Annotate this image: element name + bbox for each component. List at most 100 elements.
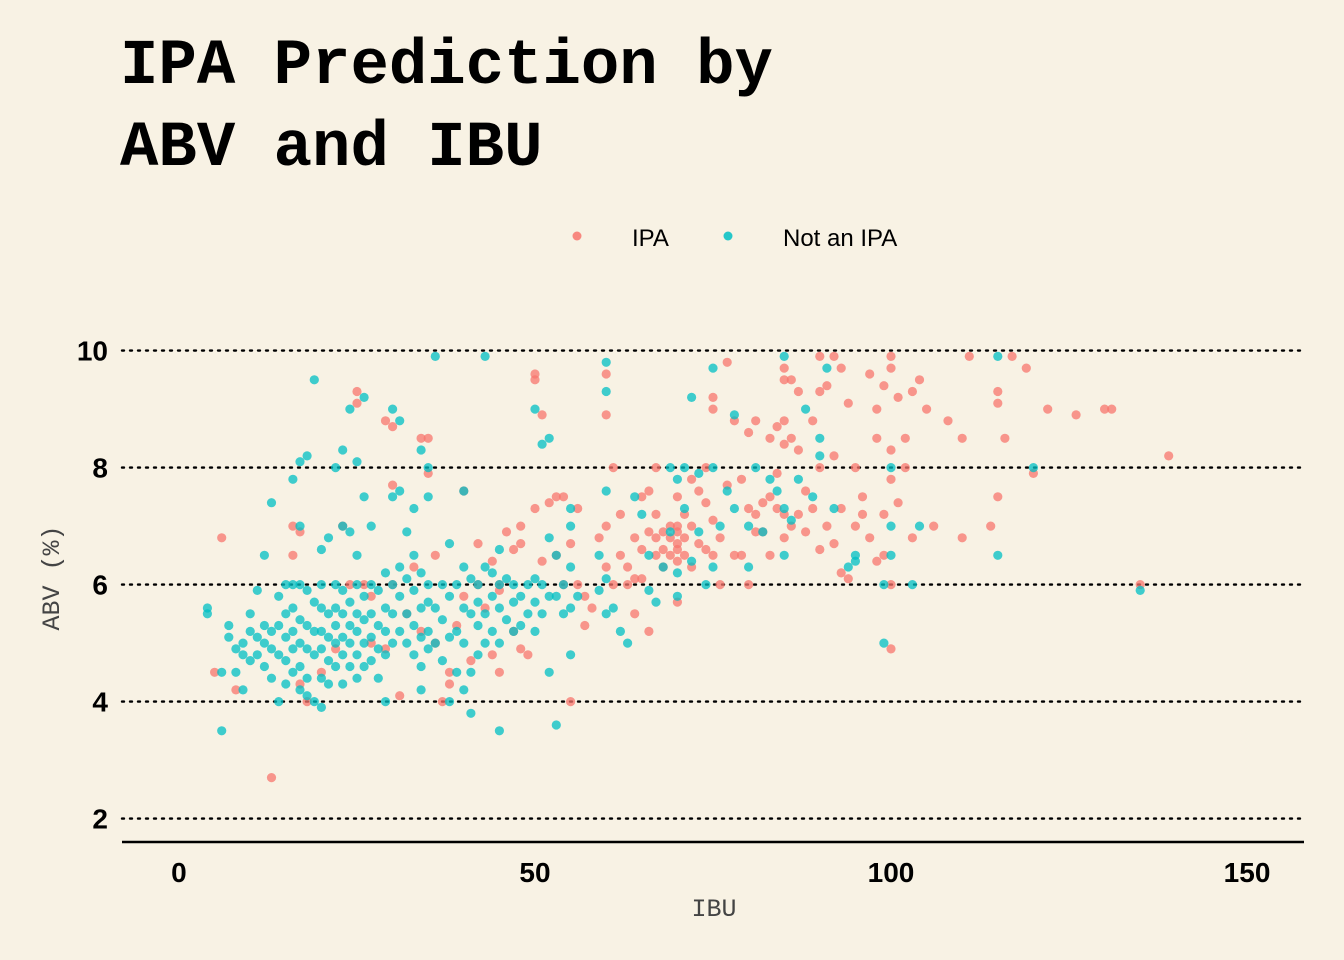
point-not-ipa-161 [459, 562, 469, 572]
point-not-ipa-182 [494, 603, 504, 613]
point-ipa-160 [808, 503, 818, 514]
point-not-ipa-237 [679, 463, 690, 473]
point-ipa-164 [815, 544, 825, 555]
point-not-ipa-234 [672, 474, 683, 484]
point-not-ipa-129 [402, 638, 412, 648]
point-not-ipa-136 [416, 568, 426, 578]
point-ipa-114 [694, 486, 704, 496]
point-ipa-196 [900, 463, 910, 473]
point-not-ipa-188 [508, 597, 519, 607]
point-not-ipa-229 [644, 585, 654, 596]
point-not-ipa-37 [288, 626, 298, 637]
point-ipa-212 [1021, 363, 1031, 373]
point-ipa-167 [829, 351, 839, 361]
point-ipa-187 [886, 351, 896, 361]
point-not-ipa-225 [623, 638, 633, 648]
point-ipa-33 [444, 667, 455, 677]
point-ipa-210 [1000, 433, 1010, 443]
point-ipa-48 [508, 544, 519, 555]
point-not-ipa-174 [480, 562, 490, 572]
point-ipa-69 [580, 591, 590, 601]
point-not-ipa-185 [501, 574, 512, 584]
point-not-ipa-126 [402, 527, 412, 537]
point-ipa-72 [601, 410, 611, 420]
point-not-ipa-264 [815, 433, 825, 443]
point-not-ipa-224 [615, 626, 626, 637]
point-not-ipa-253 [751, 463, 761, 473]
point-not-ipa-63 [316, 673, 326, 683]
point-ipa-189 [886, 445, 896, 455]
point-not-ipa-258 [779, 503, 789, 514]
point-not-ipa-68 [323, 656, 334, 666]
point-not-ipa-51 [302, 673, 312, 683]
y-axis-label: ABV (%) [38, 525, 67, 630]
point-ipa-21 [388, 480, 398, 490]
point-not-ipa-109 [373, 644, 383, 654]
point-not-ipa-276 [907, 580, 918, 590]
point-not-ipa-27 [274, 650, 284, 660]
point-not-ipa-220 [601, 486, 611, 496]
point-ipa-87 [637, 574, 647, 584]
point-not-ipa-73 [331, 620, 341, 631]
point-not-ipa-266 [822, 363, 832, 373]
point-ipa-140 [765, 492, 775, 502]
point-not-ipa-78 [338, 585, 348, 596]
point-ipa-89 [644, 527, 654, 537]
point-ipa-200 [922, 404, 932, 414]
y-tick-label-4: 4 [92, 687, 108, 718]
point-not-ipa-42 [295, 580, 305, 590]
point-not-ipa-231 [658, 562, 668, 572]
point-ipa-207 [993, 386, 1003, 397]
point-ipa-132 [744, 503, 754, 514]
point-ipa-92 [651, 509, 661, 519]
point-not-ipa-202 [544, 533, 554, 543]
point-not-ipa-118 [388, 580, 398, 590]
point-ipa-155 [793, 445, 804, 455]
point-not-ipa-274 [886, 521, 896, 531]
point-ipa-86 [637, 544, 647, 555]
point-not-ipa-44 [295, 638, 305, 648]
point-not-ipa-24 [266, 673, 277, 683]
point-not-ipa-240 [687, 556, 697, 566]
point-not-ipa-71 [331, 580, 341, 590]
point-not-ipa-242 [694, 527, 704, 537]
point-not-ipa-248 [722, 486, 732, 496]
point-not-ipa-150 [437, 580, 447, 590]
point-not-ipa-154 [444, 591, 455, 601]
point-not-ipa-145 [423, 626, 433, 637]
point-not-ipa-13 [245, 609, 255, 619]
point-not-ipa-21 [266, 498, 277, 508]
point-not-ipa-57 [309, 697, 319, 707]
point-not-ipa-216 [594, 585, 604, 596]
point-not-ipa-25 [274, 591, 284, 601]
point-not-ipa-34 [288, 474, 298, 484]
point-ipa-147 [779, 416, 789, 426]
point-ipa-39 [473, 539, 483, 549]
point-not-ipa-46 [295, 685, 305, 695]
point-not-ipa-270 [850, 550, 861, 560]
point-not-ipa-92 [352, 609, 362, 619]
point-not-ipa-116 [388, 404, 398, 414]
point-not-ipa-169 [473, 580, 483, 590]
point-not-ipa-238 [679, 503, 690, 514]
point-ipa-163 [815, 463, 825, 473]
series-not-ipa [202, 351, 1145, 736]
point-ipa-214 [1043, 404, 1053, 414]
title-line-1: IPA Prediction by [120, 31, 773, 103]
point-not-ipa-10 [238, 650, 248, 660]
point-not-ipa-115 [380, 697, 391, 707]
point-not-ipa-148 [430, 603, 440, 613]
point-ipa-83 [630, 574, 640, 584]
point-not-ipa-204 [544, 667, 554, 677]
point-ipa-42 [487, 556, 497, 566]
point-not-ipa-48 [302, 585, 312, 596]
point-not-ipa-11 [245, 626, 255, 637]
point-not-ipa-40 [295, 457, 305, 467]
point-ipa-12 [345, 580, 355, 590]
point-not-ipa-8 [238, 638, 248, 648]
legend-label-ipa: IPA [632, 225, 669, 252]
point-not-ipa-135 [416, 445, 426, 455]
point-ipa-60 [551, 492, 561, 502]
point-not-ipa-16 [252, 585, 262, 596]
